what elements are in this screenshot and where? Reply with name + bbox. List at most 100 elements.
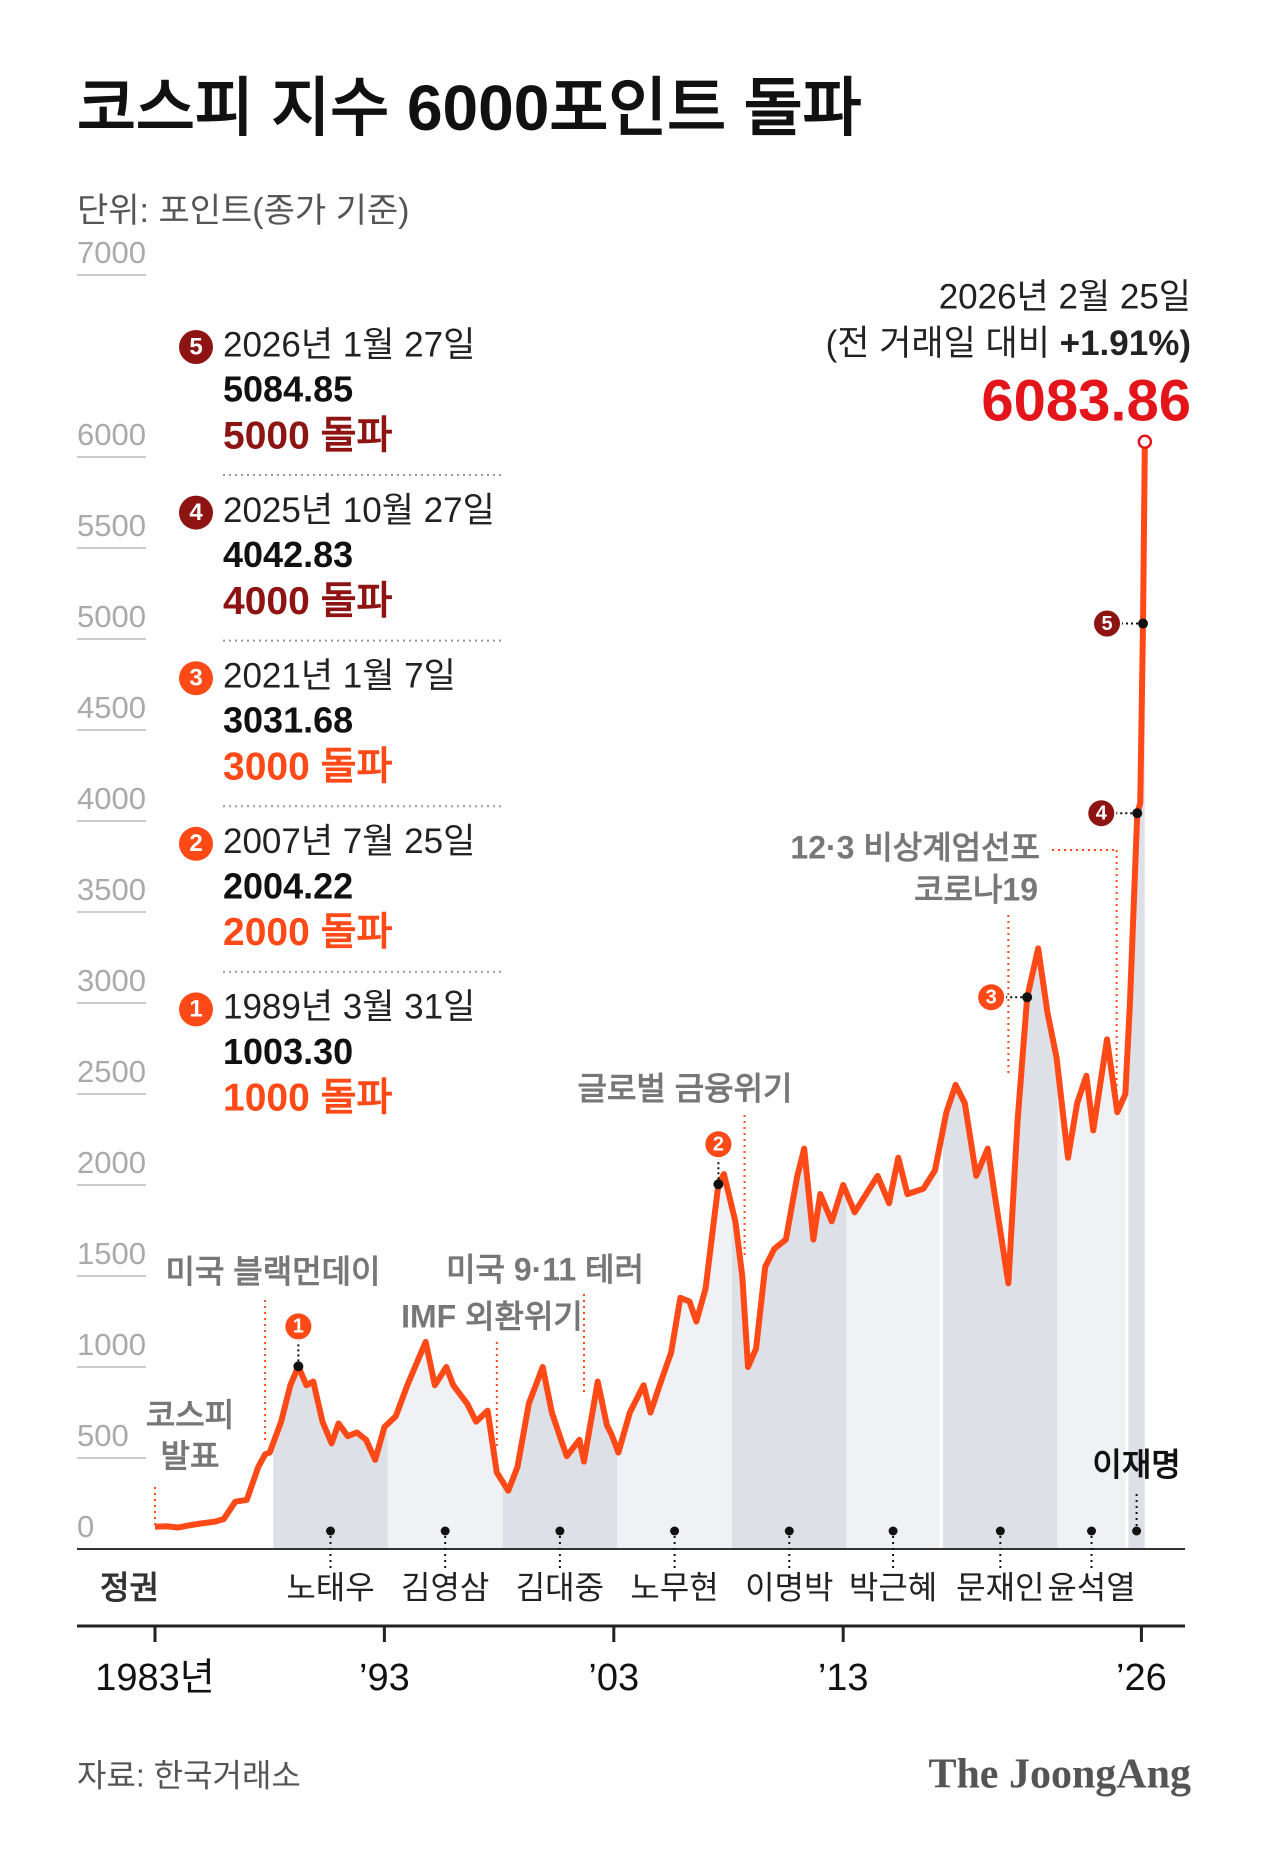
event-label: 미국 9·11 테러 — [446, 1251, 644, 1287]
milestone-list-number: 4 — [189, 499, 203, 526]
event-label: IMF 외환위기 — [401, 1298, 583, 1334]
administration-name: 박근혜 — [849, 1569, 937, 1605]
y-tick-label: 6000 — [77, 417, 146, 452]
latest-change-value: +1.91%) — [1060, 324, 1191, 363]
milestone-badge-number: 4 — [1096, 802, 1108, 824]
milestone-list-badge — [179, 661, 213, 696]
y-tick-label: 1500 — [77, 1236, 146, 1271]
milestone-badge-number: 1 — [293, 1316, 304, 1338]
administration-dot — [440, 1526, 450, 1536]
administration-name: 노무현 — [630, 1569, 718, 1605]
event-label: 글로벌 금융위기 — [578, 1070, 793, 1106]
milestone-list-badge — [179, 826, 213, 861]
event-label-box: 코스피 발표 — [145, 1397, 235, 1474]
x-tick-label: ’03 — [588, 1657, 639, 1699]
milestone-date: 2025년 10월 27일 — [223, 491, 495, 530]
milestone-headline: 4000 돌파 — [223, 580, 392, 623]
event-label: 12·3 비상계엄선포 — [790, 829, 1040, 865]
milestone-list-badge — [179, 992, 213, 1027]
milestone-list-number: 3 — [189, 665, 202, 692]
x-tick-label: ’26 — [1116, 1657, 1167, 1699]
administration-dot — [670, 1526, 680, 1536]
y-tick-label: 3500 — [77, 872, 146, 907]
x-tick-label: ’13 — [818, 1657, 869, 1699]
milestone-date: 2007년 7월 25일 — [223, 822, 475, 861]
milestone-point — [1022, 992, 1033, 1003]
y-tick-label: 1000 — [77, 1327, 146, 1362]
milestone-value: 4042.83 — [223, 534, 353, 575]
milestone-list-number: 5 — [189, 333, 202, 360]
administration-title: 정권 — [100, 1569, 159, 1605]
x-tick-label: 1983년 — [95, 1657, 215, 1699]
y-tick-label: 500 — [77, 1418, 129, 1453]
milestone-headline: 1000 돌파 — [223, 1077, 392, 1120]
administration-dot — [1087, 1526, 1097, 1536]
administration-dot — [784, 1526, 794, 1536]
subtitle: 단위: 포인트(종가 기준) — [77, 192, 410, 230]
milestone-badge-number: 3 — [986, 987, 997, 1009]
y-tick-label: 7000 — [77, 235, 146, 270]
milestone-value: 3031.68 — [223, 700, 353, 741]
administration-name: 김영삼 — [401, 1569, 489, 1605]
event-label: 코로나19 — [914, 871, 1038, 907]
administration-dot — [325, 1526, 335, 1536]
brand: The JoongAng — [928, 1752, 1191, 1798]
latest-date: 2026년 2월 25일 — [939, 277, 1191, 316]
y-tick-label: 5000 — [77, 599, 146, 634]
latest-value: 6083.86 — [981, 368, 1191, 433]
milestone-badge — [976, 982, 1007, 1013]
source: 자료: 한국거래소 — [77, 1757, 301, 1793]
administration-dot — [555, 1526, 565, 1536]
milestone-headline: 5000 돌파 — [223, 414, 392, 457]
kospi-line — [154, 441, 1148, 1531]
y-tick-label: 0 — [77, 1509, 94, 1544]
event-label: 코스피 발표 — [145, 1397, 235, 1474]
milestone-badge — [283, 1311, 314, 1342]
y-tick-label: 5500 — [77, 508, 146, 543]
y-tick-label: 4500 — [77, 690, 146, 725]
milestone-date: 1989년 3월 31일 — [223, 988, 475, 1027]
milestone-date: 2021년 1월 7일 — [223, 656, 456, 695]
administration-dot — [888, 1526, 898, 1536]
milestone-point — [1138, 618, 1149, 629]
x-tick-label: ’93 — [359, 1657, 410, 1699]
milestone-value: 5084.85 — [223, 369, 353, 410]
administration-name: 윤석열 — [1047, 1569, 1135, 1605]
administration-name: 노태우 — [286, 1569, 374, 1605]
milestone-list-badge — [179, 495, 213, 530]
title: 코스피 지수 6000포인트 돌파 — [77, 72, 862, 144]
latest-point — [1137, 434, 1153, 449]
milestone-headline: 2000 돌파 — [223, 911, 392, 954]
y-tick-label: 4000 — [77, 781, 146, 816]
administration-dot — [1132, 1526, 1142, 1536]
administration-dot — [995, 1526, 1005, 1536]
milestone-list-number: 2 — [189, 830, 202, 857]
milestone-badge — [1092, 608, 1123, 639]
administration-name: 이재명 — [1092, 1446, 1180, 1482]
administration-name: 문재인 — [956, 1569, 1044, 1605]
milestone-headline: 3000 돌파 — [223, 745, 392, 788]
milestone-badge-number: 2 — [713, 1134, 724, 1156]
milestone-value: 1003.30 — [223, 1031, 353, 1072]
milestone-point — [1132, 808, 1143, 819]
y-tick-label: 3000 — [77, 963, 146, 998]
milestone-point — [713, 1179, 724, 1190]
milestone-value: 2004.22 — [223, 865, 353, 906]
milestone-list-number: 1 — [189, 996, 202, 1023]
y-tick-label: 2000 — [77, 1145, 146, 1180]
event-label: 미국 블랙먼데이 — [166, 1253, 381, 1289]
milestone-point — [293, 1361, 304, 1372]
milestone-badge — [1086, 798, 1117, 829]
latest-comparison: (전 거래일 대비 — [826, 324, 1050, 363]
administration-name: 김대중 — [516, 1569, 604, 1605]
milestone-date: 2026년 1월 27일 — [223, 325, 475, 364]
administration-name: 이명박 — [745, 1569, 833, 1605]
chart: 0 500 1000 1500 2000 2500 3000 3500 4000 4500 5000… — [77, 235, 1191, 1699]
milestone-list-badge — [179, 330, 213, 364]
y-tick-label: 2500 — [77, 1054, 146, 1089]
milestone-badge — [703, 1129, 734, 1160]
milestone-badge-number: 5 — [1101, 613, 1112, 635]
